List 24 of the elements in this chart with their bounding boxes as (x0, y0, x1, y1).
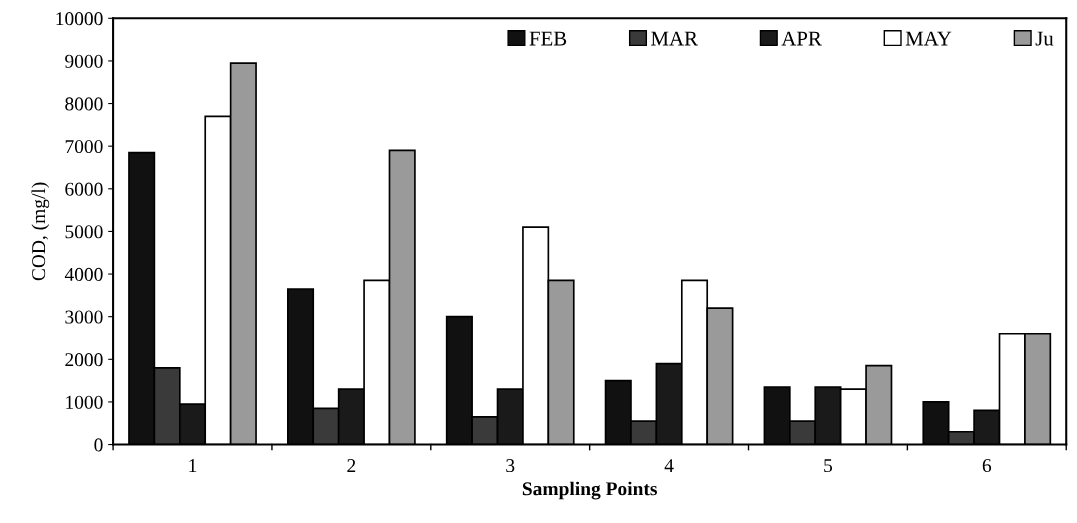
y-tick-label: 8000 (65, 97, 103, 111)
legend-label: MAR (651, 31, 698, 46)
y-axis-title: COD, (mg/l) (31, 182, 50, 281)
y-tick-label: 0 (94, 438, 103, 452)
legend-label: APR (781, 31, 822, 46)
y-tick-label: 4000 (64, 267, 103, 281)
legend-label: Ju (1035, 31, 1054, 46)
y-tick-label: 2000 (65, 353, 103, 367)
x-axis-title: Sampling Points (522, 481, 657, 500)
y-tick-label: 1000 (66, 395, 103, 409)
y-tick-label: 6000 (65, 182, 103, 196)
legend-label: FEB (529, 31, 567, 46)
x-tick-label: 1 (189, 459, 197, 472)
x-tick-label: 2 (347, 459, 356, 472)
x-tick-label: 6 (982, 459, 992, 473)
x-tick-label: 4 (664, 459, 674, 472)
legend-label: MAY (905, 31, 952, 46)
y-tick-label: 3000 (65, 310, 103, 324)
y-tick-label: 9000 (65, 54, 103, 68)
x-tick-label: 5 (824, 459, 833, 473)
x-tick-label: 3 (506, 459, 515, 473)
y-tick-label: 7000 (65, 139, 103, 154)
y-tick-label: 5000 (65, 225, 103, 239)
y-tick-label: 10000 (56, 12, 103, 26)
